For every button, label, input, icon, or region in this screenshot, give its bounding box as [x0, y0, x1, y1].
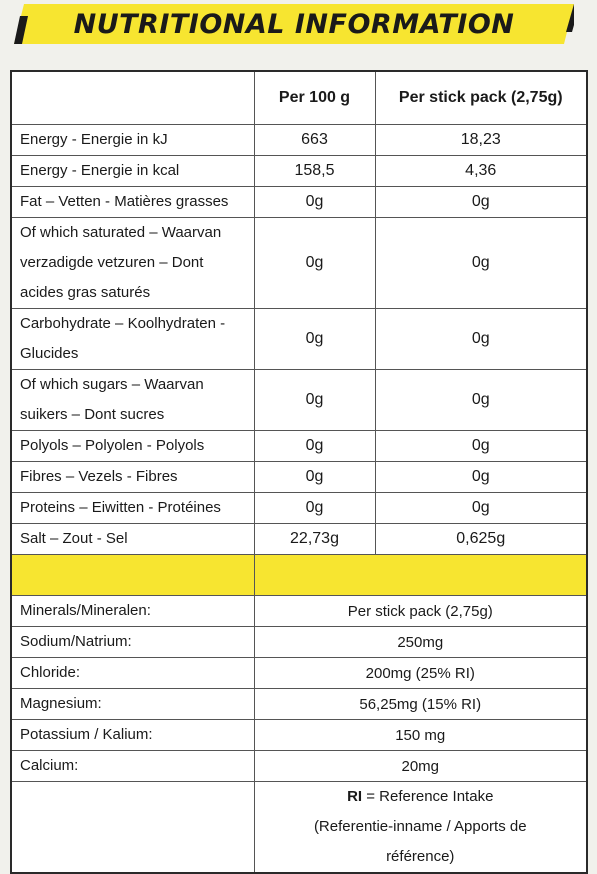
row-per100: 0g [253, 217, 376, 309]
row-perstick: 4,36 [374, 155, 588, 187]
row-label: Energy - Energie in kJ [10, 124, 255, 156]
row-per100: 0g [253, 308, 376, 370]
row-label: Salt – Zout - Sel [10, 523, 255, 555]
reference-note-row: RI = Reference Intake (Referentie-inname… [10, 781, 588, 874]
table-row: Carbohydrate – Koolhydraten - Glucides 0… [10, 308, 588, 370]
mineral-label: Magnesium: [10, 688, 255, 720]
row-per100: 0g [253, 369, 376, 431]
row-per100: 0g [253, 186, 376, 218]
mineral-value: 20mg [253, 750, 588, 782]
note-blank-cell [10, 781, 255, 874]
separator-cell [253, 554, 588, 596]
row-label: Carbohydrate – Koolhydraten - Glucides [10, 308, 255, 370]
mineral-row: Calcium: 20mg [10, 750, 588, 782]
mineral-value: 150 mg [253, 719, 588, 751]
row-perstick: 0g [374, 461, 588, 493]
nutrition-table: Per 100 g Per stick pack (2,75g) Energy … [10, 70, 588, 874]
mineral-row: Minerals/Mineralen: Per stick pack (2,75… [10, 595, 588, 627]
row-label: Polyols – Polyolen - Polyols [10, 430, 255, 462]
row-per100: 158,5 [253, 155, 376, 187]
row-per100: 663 [253, 124, 376, 156]
ri-definition: = Reference Intake [362, 788, 494, 805]
table-row: Polyols – Polyolen - Polyols 0g 0g [10, 430, 588, 462]
header-per-100g: Per 100 g [253, 70, 376, 125]
row-per100: 0g [253, 461, 376, 493]
row-perstick: 0g [374, 217, 588, 309]
mineral-row: Chloride: 200mg (25% RI) [10, 657, 588, 689]
row-label: Of which saturated – Waarvan verzadigde … [10, 217, 255, 309]
separator-cell [10, 554, 255, 596]
row-label: Fat – Vetten - Matières grasses [10, 186, 255, 218]
reference-note: RI = Reference Intake (Referentie-inname… [253, 781, 588, 874]
mineral-row: Magnesium: 56,25mg (15% RI) [10, 688, 588, 720]
table-row: Proteins – Eiwitten - Protéines 0g 0g [10, 492, 588, 524]
row-perstick: 0g [374, 492, 588, 524]
table-row: Of which sugars – Waarvan suikers – Dont… [10, 369, 588, 431]
row-per100: 0g [253, 492, 376, 524]
row-perstick: 0,625g [374, 523, 588, 555]
row-perstick: 18,23 [374, 124, 588, 156]
row-label: Energy - Energie in kcal [10, 155, 255, 187]
row-perstick: 0g [374, 186, 588, 218]
table-row: Fat – Vetten - Matières grasses 0g 0g [10, 186, 588, 218]
table-row: Energy - Energie in kJ 663 18,23 [10, 124, 588, 156]
row-label: Of which sugars – Waarvan suikers – Dont… [10, 369, 255, 431]
table-row: Salt – Zout - Sel 22,73g 0,625g [10, 523, 588, 555]
mineral-label: Minerals/Mineralen: [10, 595, 255, 627]
mineral-label: Calcium: [10, 750, 255, 782]
yellow-separator-row [10, 554, 588, 596]
page-title: NUTRITIONAL INFORMATION [73, 8, 515, 40]
header-blank [10, 70, 255, 125]
row-perstick: 0g [374, 308, 588, 370]
mineral-value: Per stick pack (2,75g) [253, 595, 588, 627]
ri-translation-line2: référence) [386, 848, 455, 865]
title-banner: NUTRITIONAL INFORMATION [14, 4, 574, 44]
table-row: Energy - Energie in kcal 158,5 4,36 [10, 155, 588, 187]
mineral-label: Potassium / Kalium: [10, 719, 255, 751]
mineral-row: Sodium/Natrium: 250mg [10, 626, 588, 658]
mineral-value: 250mg [253, 626, 588, 658]
mineral-value: 56,25mg (15% RI) [253, 688, 588, 720]
row-per100: 22,73g [253, 523, 376, 555]
row-per100: 0g [253, 430, 376, 462]
table-row: Fibres – Vezels - Fibres 0g 0g [10, 461, 588, 493]
ri-abbreviation: RI [347, 788, 363, 805]
row-label: Fibres – Vezels - Fibres [10, 461, 255, 493]
mineral-label: Sodium/Natrium: [10, 626, 255, 658]
banner-background [14, 4, 574, 44]
row-perstick: 0g [374, 430, 588, 462]
mineral-value: 200mg (25% RI) [253, 657, 588, 689]
header-per-stick: Per stick pack (2,75g) [374, 70, 588, 125]
table-row: Of which saturated – Waarvan verzadigde … [10, 217, 588, 309]
ri-translation-line1: (Referentie-inname / Apports de [313, 818, 527, 835]
row-label: Proteins – Eiwitten - Protéines [10, 492, 255, 524]
row-perstick: 0g [374, 369, 588, 431]
mineral-row: Potassium / Kalium: 150 mg [10, 719, 588, 751]
mineral-label: Chloride: [10, 657, 255, 689]
